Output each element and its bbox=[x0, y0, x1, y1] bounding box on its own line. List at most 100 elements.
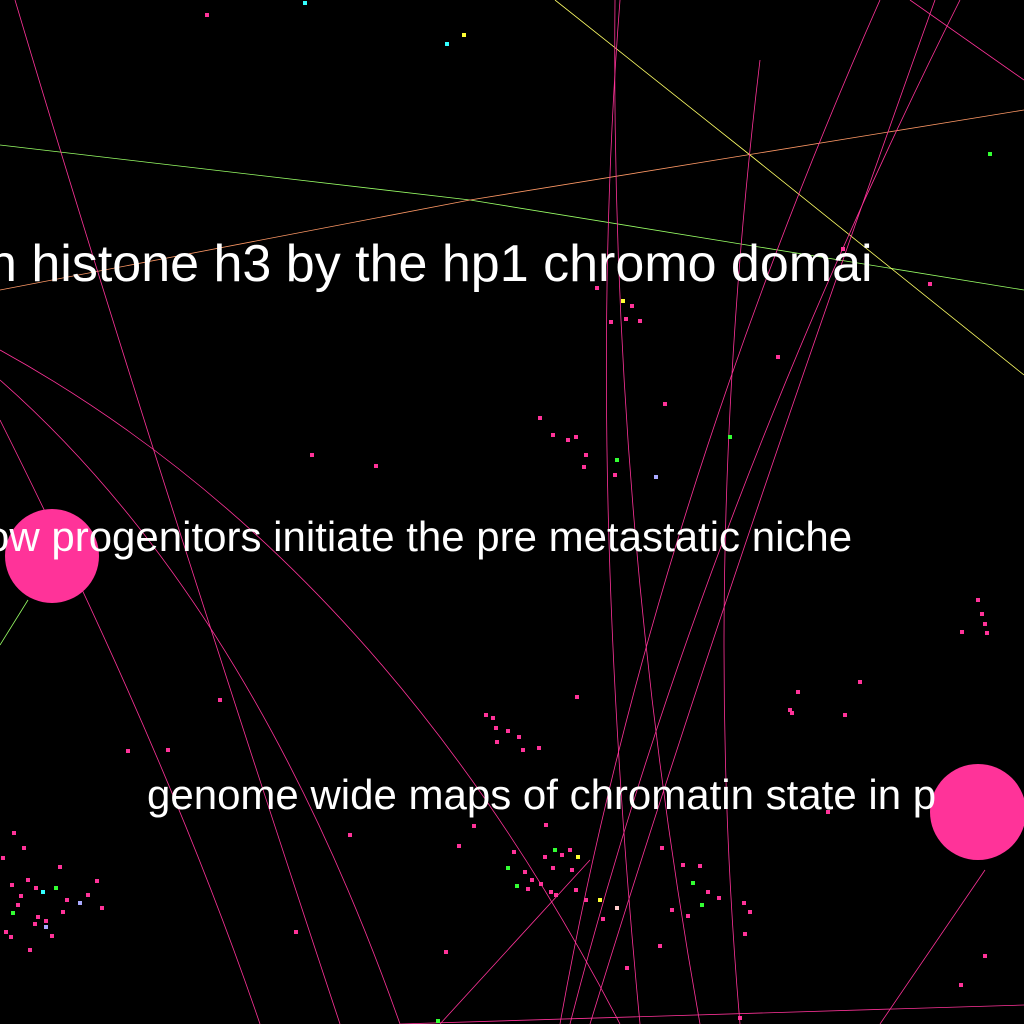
graph-node bbox=[294, 930, 298, 934]
graph-node bbox=[495, 740, 499, 744]
graph-node bbox=[660, 846, 664, 850]
graph-node bbox=[44, 925, 48, 929]
node-label-progenitors-niche: ow progenitors initiate the pre metastat… bbox=[0, 513, 853, 560]
graph-node bbox=[638, 319, 642, 323]
graph-node bbox=[303, 1, 307, 5]
graph-node bbox=[28, 948, 32, 952]
graph-node bbox=[12, 831, 16, 835]
graph-node bbox=[523, 870, 527, 874]
graph-node bbox=[543, 855, 547, 859]
graph-node bbox=[841, 247, 845, 251]
graph-node bbox=[58, 865, 62, 869]
graph-node bbox=[624, 317, 628, 321]
graph-edge bbox=[0, 379, 401, 1024]
graph-node bbox=[36, 915, 40, 919]
graph-node bbox=[601, 917, 605, 921]
graph-node bbox=[598, 898, 602, 902]
graph-node bbox=[843, 713, 847, 717]
graph-node bbox=[521, 748, 525, 752]
graph-node bbox=[310, 453, 314, 457]
graph-node bbox=[574, 435, 578, 439]
graph-node bbox=[34, 886, 38, 890]
graph-node bbox=[738, 1016, 742, 1020]
graph-node bbox=[205, 13, 209, 17]
graph-node bbox=[983, 622, 987, 626]
graph-node bbox=[625, 966, 629, 970]
graph-node bbox=[976, 598, 980, 602]
graph-node bbox=[436, 1019, 440, 1023]
graph-node bbox=[700, 903, 704, 907]
graph-node bbox=[554, 893, 558, 897]
graph-node bbox=[858, 680, 862, 684]
graph-node bbox=[16, 903, 20, 907]
node-label-chromatin-maps: genome wide maps of chromatin state in p bbox=[147, 771, 937, 818]
graph-node bbox=[445, 42, 449, 46]
graph-node bbox=[698, 864, 702, 868]
graph-node bbox=[218, 698, 222, 702]
graph-node bbox=[553, 848, 557, 852]
graph-node bbox=[544, 823, 548, 827]
graph-edge bbox=[559, 0, 881, 1024]
graph-node bbox=[551, 433, 555, 437]
graph-node bbox=[959, 983, 963, 987]
graph-node bbox=[595, 286, 599, 290]
graph-node bbox=[776, 355, 780, 359]
graph-node bbox=[568, 848, 572, 852]
graph-node bbox=[11, 911, 15, 915]
graph-node bbox=[549, 890, 553, 894]
graph-node bbox=[748, 910, 752, 914]
graph-node bbox=[61, 910, 65, 914]
graph-node bbox=[506, 729, 510, 733]
graph-node bbox=[78, 901, 82, 905]
graph-edge bbox=[909, 0, 1024, 81]
hub-node bbox=[930, 764, 1024, 860]
graph-edge bbox=[14, 0, 341, 1024]
graph-edge bbox=[605, 0, 641, 1024]
graph-node bbox=[576, 855, 580, 859]
graph-node bbox=[512, 850, 516, 854]
graph-node bbox=[575, 695, 579, 699]
graph-edge bbox=[589, 0, 936, 1024]
graph-node bbox=[686, 914, 690, 918]
graph-node bbox=[22, 846, 26, 850]
graph-node bbox=[663, 402, 667, 406]
graph-node bbox=[506, 866, 510, 870]
graph-node bbox=[796, 690, 800, 694]
graph-node bbox=[538, 416, 542, 420]
graph-node bbox=[560, 853, 564, 857]
graph-node bbox=[742, 901, 746, 905]
graph-node bbox=[539, 882, 543, 886]
graph-node bbox=[654, 475, 658, 479]
graph-node bbox=[658, 944, 662, 948]
graph-node bbox=[743, 932, 747, 936]
graph-node bbox=[728, 435, 732, 439]
graph-node bbox=[790, 711, 794, 715]
graph-node bbox=[9, 935, 13, 939]
graph-node bbox=[374, 464, 378, 468]
graph-edge bbox=[0, 599, 29, 646]
graph-node bbox=[826, 810, 830, 814]
graph-node bbox=[615, 906, 619, 910]
graph-node bbox=[928, 282, 932, 286]
graph-edge bbox=[0, 109, 1024, 291]
graph-node bbox=[444, 950, 448, 954]
graph-node bbox=[100, 906, 104, 910]
graph-edge bbox=[554, 0, 1024, 376]
graph-node bbox=[54, 886, 58, 890]
graph-node bbox=[574, 888, 578, 892]
graph-node bbox=[95, 879, 99, 883]
graph-edge bbox=[0, 349, 621, 1024]
graph-node bbox=[983, 954, 987, 958]
node-layer bbox=[1, 1, 992, 1023]
graph-node bbox=[670, 908, 674, 912]
hub-node bbox=[5, 509, 99, 603]
graph-node bbox=[570, 868, 574, 872]
graph-node bbox=[584, 898, 588, 902]
graph-node bbox=[621, 299, 625, 303]
graph-node bbox=[491, 716, 495, 720]
graph-node bbox=[515, 884, 519, 888]
graph-node bbox=[494, 726, 498, 730]
